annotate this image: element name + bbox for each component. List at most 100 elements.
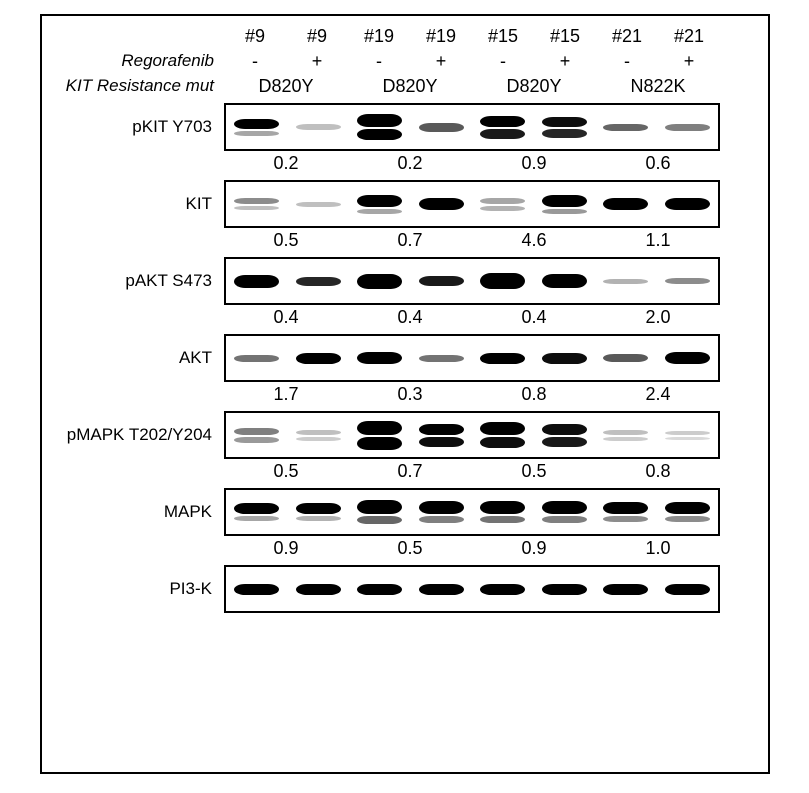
mutation-row: KIT Resistance mut D820Y D820Y D820Y N82… [56, 76, 754, 97]
protein-band [234, 516, 279, 521]
blot-lane [411, 490, 473, 534]
blot-lanes [224, 257, 720, 305]
blot-lane [349, 567, 411, 611]
protein-band [480, 501, 525, 514]
blot-label: KIT [56, 194, 224, 214]
sample-id: #19 [410, 26, 472, 47]
protein-band [419, 424, 464, 435]
protein-band [296, 202, 341, 207]
blot-lane [595, 490, 657, 534]
quant-value: 0.5 [224, 230, 348, 251]
protein-band [603, 430, 648, 435]
protein-band [234, 206, 279, 210]
mutation-value: N822K [596, 76, 720, 97]
quant-row: 0.50.74.61.1 [56, 230, 754, 251]
protein-band [357, 437, 402, 450]
sample-row-spacer [56, 26, 224, 47]
protein-band [665, 278, 710, 284]
sample-id: #19 [348, 26, 410, 47]
protein-band [480, 437, 525, 448]
quant-value: 0.9 [224, 538, 348, 559]
blot-lane [411, 413, 473, 457]
protein-band [542, 424, 587, 435]
quant-value: 0.5 [348, 538, 472, 559]
protein-band [234, 355, 279, 362]
blot-lane [472, 490, 534, 534]
protein-band [234, 584, 279, 595]
protein-band [480, 116, 525, 127]
treatment-mark: + [534, 51, 596, 72]
treatment-mark: + [286, 51, 348, 72]
sample-id: #9 [286, 26, 348, 47]
blot-row: pKIT Y703 [56, 103, 754, 151]
blot-lane [657, 413, 719, 457]
protein-band [357, 114, 402, 127]
treatment-mark: - [348, 51, 410, 72]
quant-value: 4.6 [472, 230, 596, 251]
protein-band [234, 503, 279, 514]
blot-lane [349, 413, 411, 457]
mutation-value: D820Y [348, 76, 472, 97]
quant-row: 0.90.50.91.0 [56, 538, 754, 559]
blot-lane [657, 567, 719, 611]
quant-value: 0.4 [472, 307, 596, 328]
blot-lane [657, 182, 719, 226]
protein-band [603, 198, 648, 210]
western-blot-figure: #9 #9 #19 #19 #15 #15 #21 #21 Regorafeni… [40, 14, 770, 774]
blot-lanes [224, 411, 720, 459]
blot-row: pAKT S473 [56, 257, 754, 305]
protein-band [542, 209, 587, 214]
protein-band [480, 129, 525, 139]
quant-value: 1.7 [224, 384, 348, 405]
quant-value: 0.5 [224, 461, 348, 482]
protein-band [234, 198, 279, 204]
quant-value: 0.9 [472, 153, 596, 174]
blot-lane [595, 567, 657, 611]
quant-row: 0.40.40.42.0 [56, 307, 754, 328]
blot-label: MAPK [56, 502, 224, 522]
blot-label: AKT [56, 348, 224, 368]
blot-label: pKIT Y703 [56, 117, 224, 137]
blot-row: MAPK [56, 488, 754, 536]
protein-band [603, 437, 648, 441]
treatment-mark: - [596, 51, 658, 72]
protein-band [357, 421, 402, 435]
quant-spacer [56, 307, 224, 328]
blot-lanes [224, 103, 720, 151]
quant-value: 0.9 [472, 538, 596, 559]
protein-band [480, 516, 525, 523]
protein-band [542, 353, 587, 364]
quant-row: 1.70.30.82.4 [56, 384, 754, 405]
regorafenib-label: Regorafenib [56, 51, 224, 72]
blot-lane [226, 490, 288, 534]
protein-band [419, 501, 464, 514]
blot-lane [226, 336, 288, 380]
protein-band [296, 516, 341, 521]
protein-band [542, 516, 587, 523]
protein-band [357, 500, 402, 514]
protein-band [542, 437, 587, 447]
blot-lane [226, 413, 288, 457]
mutation-value: D820Y [224, 76, 348, 97]
quant-value: 1.0 [596, 538, 720, 559]
protein-band [542, 274, 587, 288]
sample-id: #21 [658, 26, 720, 47]
protein-band [296, 430, 341, 435]
blot-lane [226, 259, 288, 303]
blot-lane [472, 105, 534, 149]
sample-header-row: #9 #9 #19 #19 #15 #15 #21 #21 [56, 26, 754, 47]
treatment-mark: + [410, 51, 472, 72]
blot-lanes [224, 334, 720, 382]
protein-band [419, 355, 464, 362]
protein-band [480, 584, 525, 595]
blot-lane [472, 567, 534, 611]
protein-band [419, 276, 464, 286]
protein-band [480, 353, 525, 364]
blot-lane [349, 336, 411, 380]
blot-label: pMAPK T202/Y204 [56, 425, 224, 445]
blot-lane [349, 182, 411, 226]
mutation-value: D820Y [472, 76, 596, 97]
treatment-mark: - [224, 51, 286, 72]
protein-band [480, 422, 525, 435]
blot-lane [288, 336, 350, 380]
